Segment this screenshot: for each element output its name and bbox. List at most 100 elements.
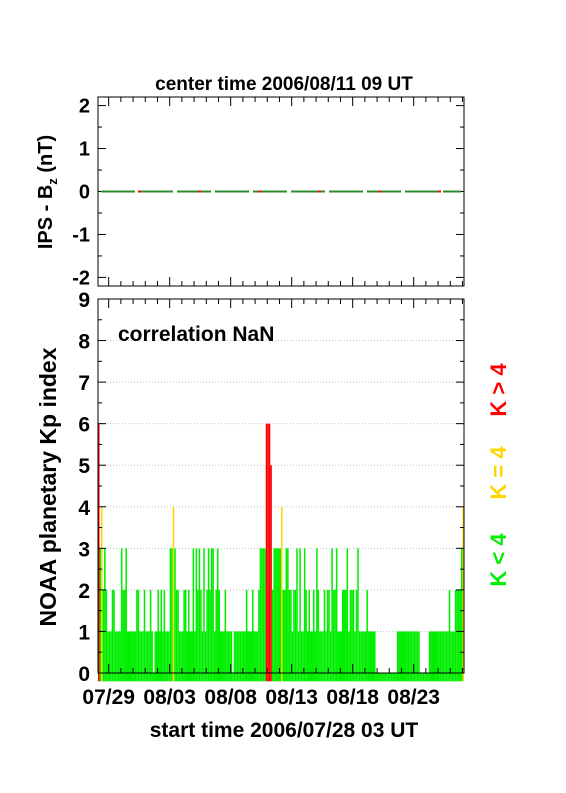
kp-bar (326, 589, 329, 682)
kp-bar (351, 589, 353, 682)
kp-bar (342, 589, 344, 682)
kp-bar (224, 589, 227, 682)
kp-bar (151, 631, 153, 682)
kp-bar (105, 589, 108, 682)
kp-bar (288, 589, 291, 682)
kp-bar (155, 631, 158, 682)
kp-bar (142, 631, 144, 682)
kp-bar (206, 589, 208, 682)
bz-ytick-label: 1 (79, 139, 90, 161)
kp-bar (215, 589, 217, 682)
kp-bar (134, 631, 137, 682)
kp-bar (271, 589, 274, 682)
kp-bar (406, 631, 408, 682)
legend-k-equal-4: K = 4 (486, 446, 511, 500)
kp-bar (276, 548, 278, 682)
legend-k-less-4: K < 4 (486, 533, 511, 587)
kp-bar (116, 631, 118, 682)
kp-ytick-label: 8 (78, 331, 90, 354)
kp-bar (396, 631, 399, 682)
kp-bar (120, 548, 123, 682)
kp-bar (117, 631, 120, 682)
kp-bar (111, 589, 114, 682)
kp-bar (122, 589, 124, 682)
kp-xtick-label: 08/13 (265, 686, 318, 709)
kp-bar (200, 589, 202, 682)
kp-bar (152, 673, 155, 682)
kp-bar (137, 589, 140, 682)
kp-bar (139, 631, 141, 682)
kp-bar (407, 631, 410, 682)
kp-bar (187, 589, 190, 682)
kp-bar (381, 673, 384, 682)
kp-xtick-label: 08/23 (387, 686, 440, 709)
kp-bar (204, 631, 207, 682)
kp-bar (296, 548, 298, 682)
kp-bar (110, 631, 112, 682)
kp-bar (279, 548, 281, 682)
kp-bar (450, 631, 452, 682)
kp-ytick-label: 6 (78, 414, 90, 437)
kp-bar (386, 673, 388, 682)
kp-bar (210, 548, 213, 682)
kp-bar (358, 631, 361, 682)
kp-bar (192, 548, 195, 682)
kp-bar (184, 589, 187, 682)
kp-bar (223, 631, 225, 682)
kp-bar (370, 631, 373, 682)
kp-bar (242, 631, 245, 682)
kp-bar (425, 673, 428, 682)
kp-bar (395, 673, 397, 682)
kp-bar (399, 631, 402, 682)
kp-bar (256, 631, 259, 682)
kp-x-axis-label: start time 2006/07/28 03 UT (150, 719, 419, 742)
kp-bar (253, 631, 256, 682)
kp-bar (114, 631, 117, 682)
kp-bar (227, 631, 230, 682)
kp-bar (445, 631, 448, 682)
bz-y-ticks: 2 1 0 -1 -2 (72, 96, 464, 289)
kp-bar (130, 631, 132, 682)
kp-bar (107, 631, 109, 682)
kp-bar (299, 548, 301, 682)
kp-bar (325, 631, 327, 682)
kp-bar (366, 589, 368, 682)
kp-ytick-label: 5 (78, 455, 90, 478)
kp-bar (435, 631, 437, 682)
kp-bar (123, 589, 126, 682)
kp-bar (270, 465, 272, 682)
kp-bar (419, 673, 422, 682)
kp-bar (375, 673, 378, 682)
kp-bar (259, 548, 262, 682)
kp-bar (332, 589, 335, 682)
kp-bar (416, 631, 419, 682)
kp-bar (221, 631, 224, 682)
kp-bar (281, 506, 283, 682)
kp-bar (334, 589, 336, 682)
kp-bar (306, 631, 309, 682)
kp-bar (442, 631, 445, 682)
kp-bar (166, 631, 169, 682)
kp-bar (459, 589, 461, 682)
kp-bar (457, 589, 460, 682)
kp-bar (285, 548, 288, 682)
kp-bar (186, 631, 188, 682)
kp-panel: 0 1 2 3 4 5 6 7 8 9 07/29 08/03 08/08 08/13 08/18 08/2… (78, 289, 465, 709)
kp-bar (441, 631, 443, 682)
bz-ytick-label: 2 (79, 96, 90, 118)
kp-bar (154, 631, 156, 682)
kp-bar (428, 631, 431, 682)
kp-bar (329, 631, 332, 682)
kp-bar (172, 506, 175, 682)
kp-bar (363, 631, 365, 682)
kp-bar (230, 631, 233, 682)
kp-bar (305, 589, 307, 682)
kp-bar (159, 631, 161, 682)
kp-bar (180, 631, 182, 682)
kp-bar (131, 631, 134, 682)
kp-bar (436, 631, 439, 682)
kp-bar (378, 673, 381, 682)
kp-bar (148, 631, 150, 682)
kp-xtick-label: 07/29 (82, 686, 135, 709)
kp-bar (233, 631, 236, 682)
